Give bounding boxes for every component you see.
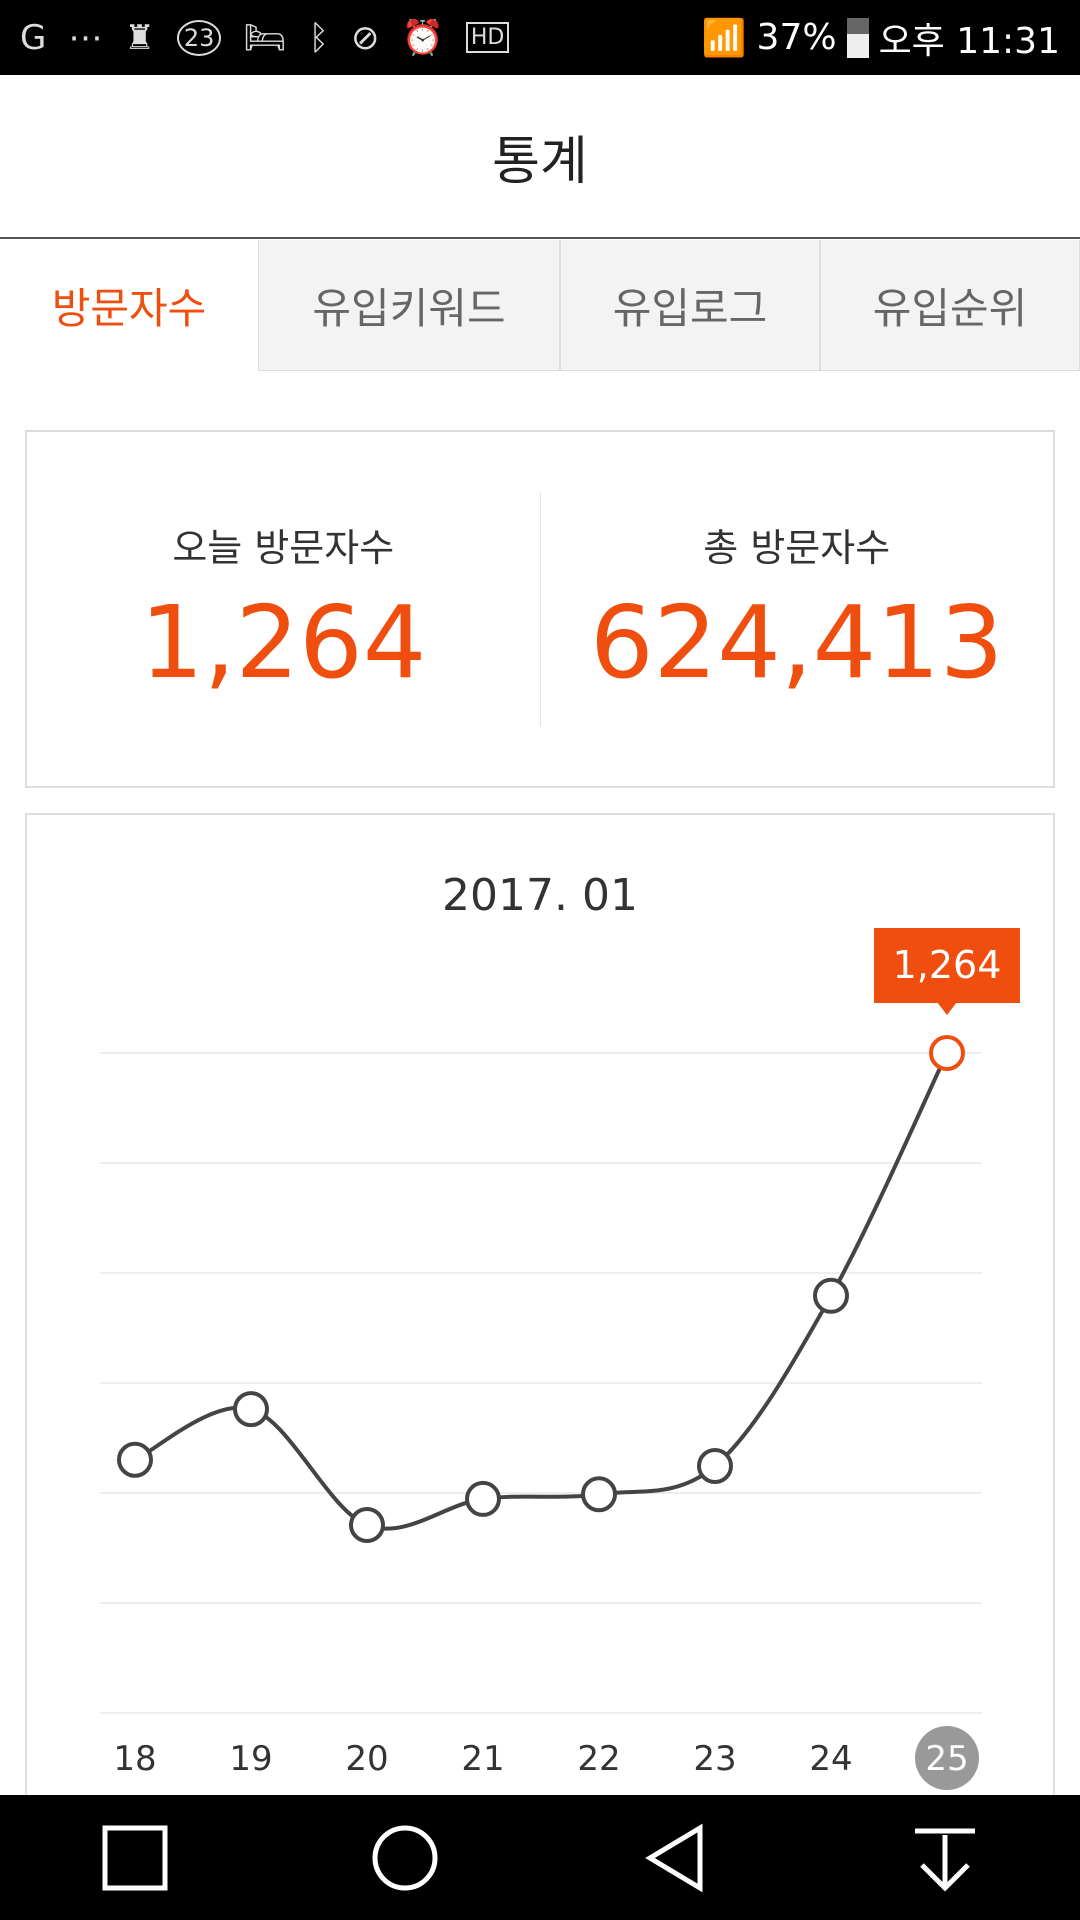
navigation-bar xyxy=(0,1795,1080,1920)
hd-icon: HD xyxy=(465,22,510,53)
battery-icon xyxy=(846,17,869,58)
data-point xyxy=(117,1441,153,1478)
tab-logs[interactable]: 유입로그 xyxy=(560,240,820,371)
battery-text: 37% xyxy=(756,17,837,58)
keyhole-icon: ♜ xyxy=(124,17,155,58)
home-icon[interactable] xyxy=(370,1823,440,1893)
visitor-stats-card: 오늘 방문자수 1,264 총 방문자수 624,413 xyxy=(25,430,1055,788)
tab-bar: 방문자수 유입키워드 유입로그 유입순위 xyxy=(0,240,1080,371)
total-visitors-label: 총 방문자수 xyxy=(703,526,891,570)
block-icon: ⊘ xyxy=(350,17,380,58)
total-visitors: 총 방문자수 624,413 xyxy=(539,492,1054,726)
value-tooltip xyxy=(874,928,1020,1003)
chart-title: 2017. 01 xyxy=(442,870,638,921)
bed-icon: 🛏 xyxy=(243,17,287,58)
today-visitors-label: 오늘 방문자수 xyxy=(172,526,395,570)
visitor-line-chart: 18 19 20 21 22 23 24 25 1,264 xyxy=(100,928,1020,1790)
tooltip-value: 1,264 xyxy=(893,943,1002,987)
notification-pull-icon[interactable] xyxy=(910,1823,980,1893)
chart-card: 2017. 01 18 19 20 21 22 23 24 25 1,264 xyxy=(25,813,1055,1813)
tab-keywords[interactable]: 유입키워드 xyxy=(258,240,560,371)
data-point xyxy=(697,1448,733,1485)
x-tick-label: 22 xyxy=(577,1739,620,1779)
data-point xyxy=(233,1391,269,1428)
tab-ranking[interactable]: 유입순위 xyxy=(820,240,1080,371)
x-tick-label: 23 xyxy=(693,1739,736,1779)
back-icon[interactable] xyxy=(640,1823,710,1893)
total-visitors-value: 624,413 xyxy=(589,584,1004,701)
alarm-icon: ⏰ xyxy=(401,17,444,58)
x-tick-label: 19 xyxy=(229,1739,272,1779)
data-point xyxy=(349,1507,385,1544)
message-icon: ⋯ xyxy=(68,17,103,58)
x-tick-label: 24 xyxy=(809,1739,852,1779)
x-tick-label: 21 xyxy=(461,1739,504,1779)
today-visitors: 오늘 방문자수 1,264 xyxy=(27,432,540,786)
data-point xyxy=(465,1480,501,1517)
page-title: 통계 xyxy=(0,75,1080,239)
x-tick-label: 25 xyxy=(925,1739,968,1779)
tab-visitors[interactable]: 방문자수 xyxy=(0,240,258,371)
wifi-lock-icon: 📶 xyxy=(701,17,747,59)
today-visitors-value: 1,264 xyxy=(140,584,427,701)
calendar-23-icon: 23 xyxy=(176,19,222,56)
data-point xyxy=(929,1035,965,1071)
status-bar: G ⋯ ♜ 23 🛏 ᛒ ⊘ ⏰ HD 📶 37% 오후 11:31 xyxy=(0,0,1080,75)
recent-apps-icon[interactable] xyxy=(100,1823,170,1893)
x-tick-label: 20 xyxy=(345,1739,388,1779)
data-point xyxy=(813,1277,849,1314)
selected-day-marker xyxy=(915,1726,979,1790)
g-icon: G xyxy=(20,17,47,58)
tooltip-pointer xyxy=(937,1002,957,1015)
clock: 오후 11:31 xyxy=(878,20,1060,62)
data-point xyxy=(581,1476,617,1513)
x-tick-label: 18 xyxy=(113,1739,156,1779)
bluetooth-icon: ᛒ xyxy=(308,17,329,58)
